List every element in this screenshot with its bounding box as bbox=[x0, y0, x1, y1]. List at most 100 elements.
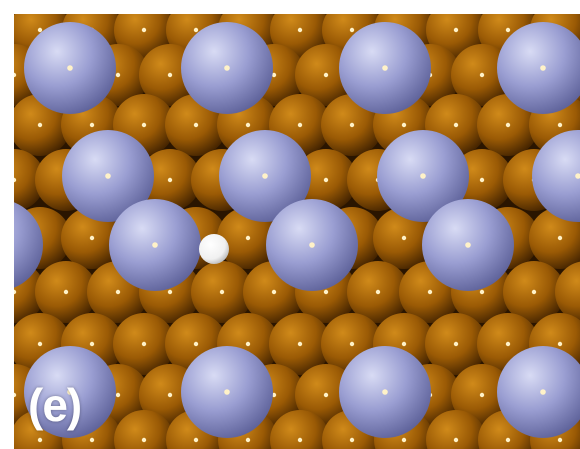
atom-center-marker bbox=[401, 235, 407, 241]
atom-center-marker bbox=[37, 341, 43, 347]
atom-center-marker bbox=[115, 72, 121, 78]
atom-center-marker bbox=[540, 389, 546, 395]
atom-center-marker bbox=[479, 392, 485, 398]
atom-center-marker bbox=[505, 341, 511, 347]
atom-center-marker bbox=[505, 27, 511, 33]
adsorbate-atom bbox=[497, 346, 580, 438]
atom-center-marker bbox=[420, 173, 426, 179]
atom-center-marker bbox=[453, 437, 459, 443]
atom-center-marker bbox=[505, 122, 511, 128]
atom-center-marker bbox=[262, 173, 268, 179]
atom-center-marker bbox=[557, 341, 563, 347]
substrate-atom bbox=[270, 410, 330, 449]
atom-center-marker bbox=[63, 289, 69, 295]
atom-center-marker bbox=[453, 27, 459, 33]
adsorbate-atom bbox=[532, 130, 580, 222]
substrate-atom bbox=[426, 410, 486, 449]
atom-center-marker bbox=[37, 122, 43, 128]
atom-center-marker bbox=[115, 289, 121, 295]
atom-center-marker bbox=[349, 341, 355, 347]
atom-center-marker bbox=[193, 341, 199, 347]
substrate-atom bbox=[114, 410, 174, 449]
atom-center-marker bbox=[323, 289, 329, 295]
atom-center-marker bbox=[14, 289, 17, 295]
atom-center-marker bbox=[557, 122, 563, 128]
atom-center-marker bbox=[193, 122, 199, 128]
atom-center-marker bbox=[479, 177, 485, 183]
atom-center-marker bbox=[349, 122, 355, 128]
atom-center-marker bbox=[453, 122, 459, 128]
atom-center-marker bbox=[89, 341, 95, 347]
atom-center-marker bbox=[245, 235, 251, 241]
atom-center-marker bbox=[479, 289, 485, 295]
adsorbate-atom bbox=[497, 22, 580, 114]
atom-center-marker bbox=[401, 122, 407, 128]
atom-center-marker bbox=[401, 341, 407, 347]
atom-center-marker bbox=[67, 389, 73, 395]
atom-center-marker bbox=[167, 177, 173, 183]
atom-center-marker bbox=[401, 437, 407, 443]
atom-center-marker bbox=[219, 289, 225, 295]
substrate-atom bbox=[555, 261, 580, 323]
atom-center-marker bbox=[105, 173, 111, 179]
atom-center-marker bbox=[323, 72, 329, 78]
adsorbate-atom bbox=[14, 202, 43, 288]
atom-center-marker bbox=[67, 65, 73, 71]
atom-center-marker bbox=[14, 72, 17, 78]
substrate-atom bbox=[14, 149, 45, 211]
atom-center-marker bbox=[382, 389, 388, 395]
panel-label: (e) bbox=[28, 379, 82, 431]
atom-center-marker bbox=[297, 122, 303, 128]
atom-center-marker bbox=[89, 437, 95, 443]
atom-center-marker bbox=[557, 235, 563, 241]
atom-center-marker bbox=[271, 72, 277, 78]
atom-center-marker bbox=[297, 27, 303, 33]
atom-center-marker bbox=[540, 65, 546, 71]
adsorbate-atoms bbox=[14, 22, 580, 438]
atom-center-marker bbox=[465, 242, 471, 248]
atom-center-marker bbox=[115, 392, 121, 398]
atom-center-marker bbox=[382, 65, 388, 71]
atom-center-marker bbox=[141, 122, 147, 128]
atom-center-marker bbox=[309, 242, 315, 248]
hydrogen-atom bbox=[199, 234, 229, 264]
atom-center-marker bbox=[14, 392, 17, 398]
atom-center-marker bbox=[531, 289, 537, 295]
atom-center-marker bbox=[245, 341, 251, 347]
atom-center-marker bbox=[323, 177, 329, 183]
atom-center-marker bbox=[167, 392, 173, 398]
atom-center-marker bbox=[427, 289, 433, 295]
atom-center-marker bbox=[141, 437, 147, 443]
atom-center-marker bbox=[575, 173, 580, 179]
atom-center-marker bbox=[297, 341, 303, 347]
atom-center-marker bbox=[224, 389, 230, 395]
atom-center-marker bbox=[505, 437, 511, 443]
atom-center-marker bbox=[271, 289, 277, 295]
atom-center-marker bbox=[245, 437, 251, 443]
atom-center-marker bbox=[141, 27, 147, 33]
atom-center-marker bbox=[37, 27, 43, 33]
atom-center-marker bbox=[557, 437, 563, 443]
atom-center-marker bbox=[453, 341, 459, 347]
hydrogen-atom bbox=[199, 234, 229, 264]
atom-center-marker bbox=[167, 72, 173, 78]
atom-center-marker bbox=[167, 289, 173, 295]
atom-center-marker bbox=[14, 177, 17, 183]
atom-center-marker bbox=[141, 341, 147, 347]
atom-center-marker bbox=[349, 437, 355, 443]
atom-center-marker bbox=[323, 392, 329, 398]
atom-center-marker bbox=[297, 437, 303, 443]
atom-center-marker bbox=[245, 122, 251, 128]
substrate-atom bbox=[529, 207, 580, 269]
atom-center-marker bbox=[89, 235, 95, 241]
atom-center-marker bbox=[193, 27, 199, 33]
atom-center-marker bbox=[375, 289, 381, 295]
atom-center-marker bbox=[37, 437, 43, 443]
atom-center-marker bbox=[224, 65, 230, 71]
atom-center-marker bbox=[89, 122, 95, 128]
atom-center-marker bbox=[152, 242, 158, 248]
atom-center-marker bbox=[193, 437, 199, 443]
atom-center-marker bbox=[349, 27, 355, 33]
atom-center-marker bbox=[479, 72, 485, 78]
